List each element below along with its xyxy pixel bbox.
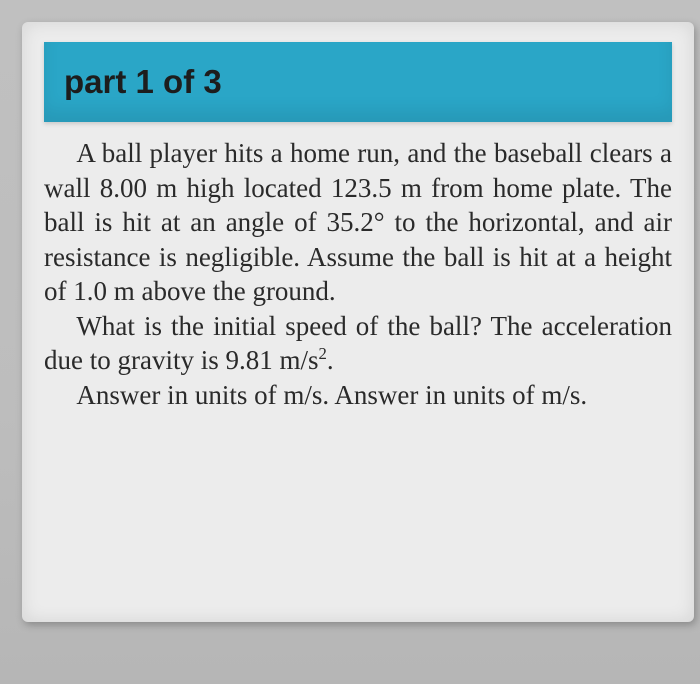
question-body: A ball player hits a home run, and the b… — [22, 122, 694, 424]
problem-paragraph-1: A ball player hits a home run, and the b… — [44, 136, 672, 309]
part-header: part 1 of 3 — [44, 42, 672, 122]
problem-paragraph-2-post: . — [327, 345, 334, 375]
problem-paragraph-2-pre: What is the initial speed of the ball? T… — [44, 311, 672, 376]
question-card: part 1 of 3 A ball player hits a home ru… — [22, 22, 694, 622]
answer-instruction: Answer in units of m/s. Answer in units … — [44, 378, 672, 413]
problem-paragraph-2: What is the initial speed of the ball? T… — [44, 309, 672, 378]
page-background: part 1 of 3 A ball player hits a home ru… — [0, 0, 700, 684]
exponent-2: 2 — [318, 344, 326, 363]
